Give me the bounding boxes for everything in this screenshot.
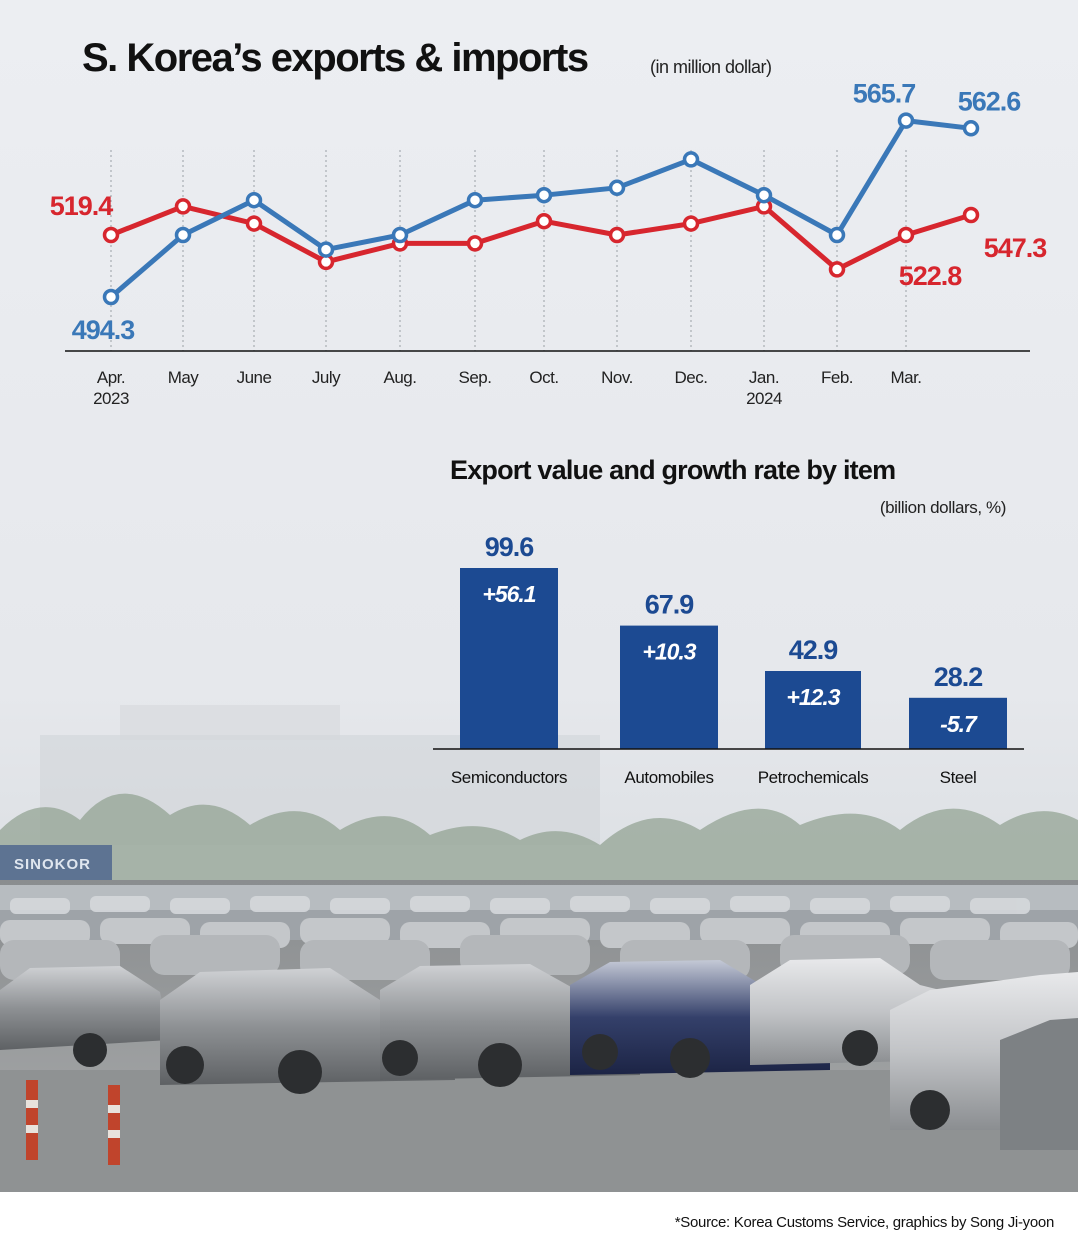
imports-point: [245, 215, 263, 232]
exports-point: [962, 120, 980, 137]
chart-title: S. Korea’s exports & imports: [82, 36, 589, 80]
exports-point: [682, 151, 700, 168]
imports-point: [682, 215, 700, 232]
exports-point: [897, 112, 915, 129]
exports-point: [102, 288, 120, 306]
bar-value-label: 67.9: [645, 590, 695, 620]
exports-value-label: 565.7: [853, 79, 916, 109]
imports-value-label: 547.3: [984, 233, 1048, 263]
bar-category-label: Automobiles: [624, 768, 713, 787]
source-note: *Source: Korea Customs Service, graphics…: [674, 1214, 1055, 1231]
bar-value-label: 28.2: [934, 662, 983, 692]
bar-chart-title: Export value and growth rate by item: [450, 455, 896, 485]
bar-value-label: 99.6: [485, 532, 535, 562]
exports-point: [317, 241, 335, 258]
bar-category-label: Semiconductors: [451, 768, 567, 787]
line-chart: Apr. 2023 May June July Aug. Sep. Oct. Nov. Dec. J…: [50, 79, 1049, 408]
exports-point: [174, 226, 192, 244]
x-tick-label: Oct.: [529, 368, 558, 387]
x-tick-label: Nov.: [601, 368, 633, 387]
x-tick-label: Dec.: [675, 368, 708, 387]
imports-value-label: 522.8: [899, 261, 963, 291]
imports-point: [174, 198, 192, 215]
x-tick-label: May: [168, 368, 200, 387]
chart-unit: (in million dollar): [650, 57, 772, 77]
exports-point: [535, 186, 553, 204]
imports-point: [102, 226, 120, 244]
imports-point: [466, 235, 484, 252]
bar-steel: [909, 697, 1007, 749]
imports-point: [828, 261, 846, 278]
x-tick-label: July: [312, 368, 341, 387]
bar-chart-unit: (billion dollars, %): [879, 498, 1007, 517]
exports-point: [466, 191, 484, 209]
bar-growth-label: +12.3: [786, 684, 840, 710]
bar-chart: 99.6 +56.1 Semiconductors 67.9 +10.3 Automobi…: [433, 532, 1024, 787]
bar-semiconductors: [460, 568, 558, 749]
x-tick-label: Apr. 2023: [93, 368, 129, 408]
sign-text: SINOKOR: [14, 856, 91, 873]
imports-point: [608, 226, 626, 244]
bar-category-label: Steel: [940, 768, 977, 787]
x-tick-label: Jan. 2024: [746, 368, 782, 408]
x-tick-label: Aug.: [384, 368, 417, 387]
exports-point: [245, 191, 263, 209]
x-tick-label: June: [237, 368, 272, 387]
exports-point: [608, 179, 626, 197]
bar-automobiles: [620, 625, 718, 749]
exports-point: [391, 226, 409, 244]
bar-category-label: Petrochemicals: [758, 768, 869, 787]
exports-value-label: 494.3: [72, 315, 136, 345]
x-tick-label: Mar.: [890, 368, 921, 387]
bar-growth-label: +56.1: [482, 581, 535, 607]
imports-value-label: 519.4: [50, 191, 114, 221]
x-tick-label: Sep.: [459, 368, 492, 387]
bar-value-label: 42.9: [789, 635, 839, 665]
x-tick-label: Feb.: [821, 368, 853, 387]
exports-value-label: 562.6: [958, 86, 1022, 116]
imports-point: [962, 206, 980, 224]
bar-growth-label: +10.3: [642, 639, 696, 665]
imports-point: [897, 226, 915, 244]
bar-petrochemicals: [765, 671, 861, 749]
exports-point: [828, 226, 846, 244]
imports-point: [535, 212, 553, 230]
bar-growth-label: -5.7: [940, 711, 978, 737]
exports-point: [755, 186, 773, 204]
